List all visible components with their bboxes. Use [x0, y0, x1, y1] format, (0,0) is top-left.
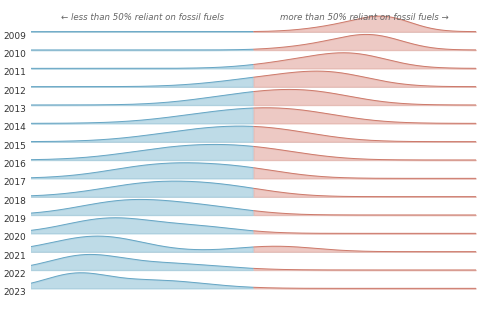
Text: more than 50% reliant on fossil fuels →: more than 50% reliant on fossil fuels → — [280, 12, 449, 21]
Text: 2010: 2010 — [3, 50, 26, 59]
Text: 2012: 2012 — [3, 87, 26, 96]
Text: 2023: 2023 — [3, 288, 26, 297]
Text: 2019: 2019 — [3, 215, 26, 224]
Text: 2015: 2015 — [3, 142, 26, 151]
Text: 2020: 2020 — [3, 233, 26, 242]
Text: 2011: 2011 — [3, 68, 26, 77]
Text: 2013: 2013 — [3, 105, 26, 114]
Text: 2022: 2022 — [4, 270, 26, 279]
Text: 2016: 2016 — [3, 160, 26, 169]
Text: 2018: 2018 — [3, 197, 26, 206]
Text: 2014: 2014 — [3, 123, 26, 132]
Text: 2009: 2009 — [3, 32, 26, 41]
Text: ← less than 50% reliant on fossil fuels: ← less than 50% reliant on fossil fuels — [60, 12, 224, 21]
Text: 2021: 2021 — [3, 252, 26, 261]
Text: 2017: 2017 — [3, 178, 26, 187]
